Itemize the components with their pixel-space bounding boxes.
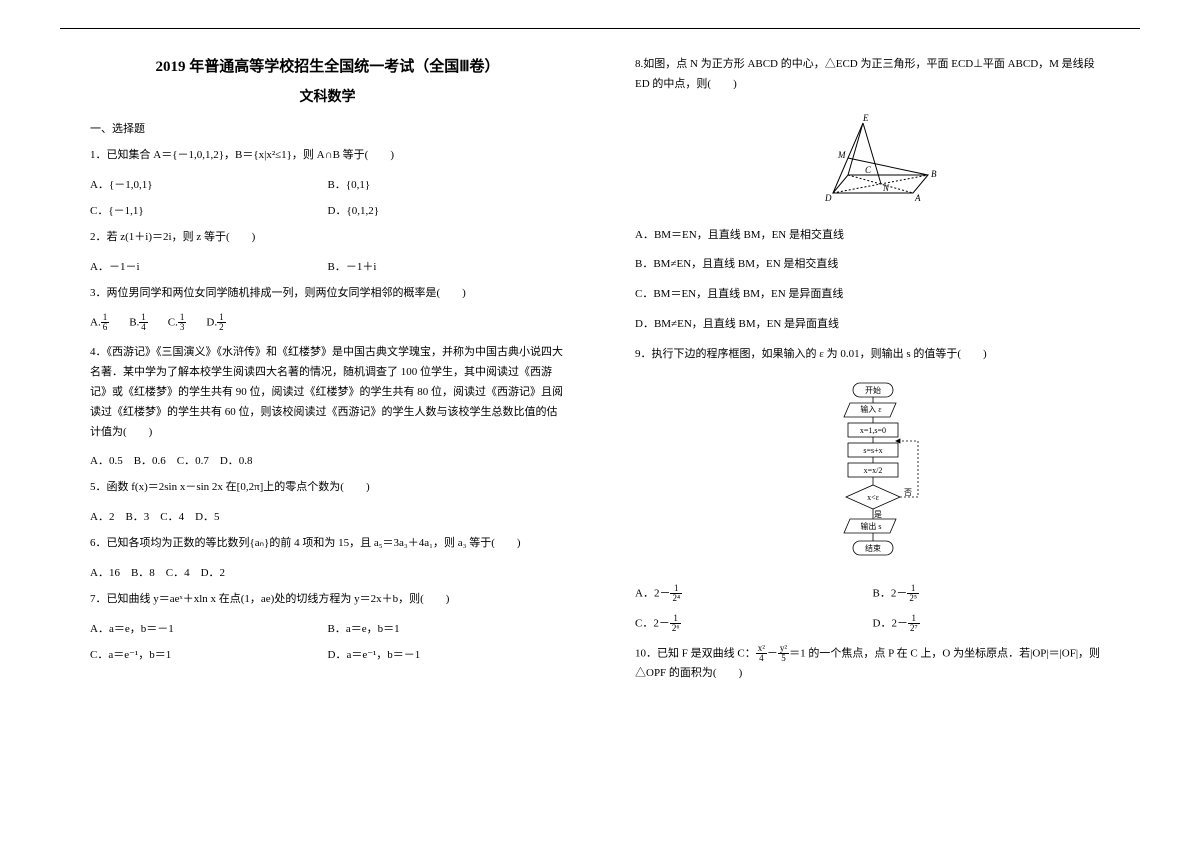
geometry-icon: E M C N B D A: [803, 113, 943, 213]
page-content: 2019 年普通高等学校招生全国统一考试（全国Ⅲ卷） 文科数学 一、选择题 1．…: [90, 55, 1110, 808]
q9-opts-row1: A．2－12⁴ B．2－12⁵: [635, 584, 1110, 604]
q1-opt-a: A．{－1,0,1}: [90, 176, 328, 192]
q1-opt-b: B．{0,1}: [328, 176, 566, 192]
svg-text:开始: 开始: [865, 385, 881, 395]
q2-stem: 2．若 z(1＋i)＝2i，则 z 等于( ): [90, 228, 565, 248]
svg-text:D: D: [824, 193, 832, 203]
q8-opt-c: C．BM＝EN，且直线 BM，EN 是异面直线: [635, 285, 1110, 305]
svg-text:M: M: [837, 150, 846, 160]
q3-opt-a: A.16: [90, 313, 109, 333]
page-top-rule: [60, 28, 1140, 29]
q7-stem: 7．已知曲线 y＝aeˣ＋xln x 在点(1，ae)处的切线方程为 y＝2x＋…: [90, 590, 565, 610]
q9-stem: 9．执行下边的程序框图，如果输入的 ε 为 0.01，则输出 s 的值等于( ): [635, 345, 1110, 365]
q5-stem: 5．函数 f(x)＝2sin x－sin 2x 在[0,2π]上的零点个数为( …: [90, 478, 565, 498]
q2-opt-a: A．－1－i: [90, 258, 328, 274]
q8-opt-a: A．BM＝EN，且直线 BM，EN 是相交直线: [635, 226, 1110, 246]
svg-text:A: A: [914, 193, 921, 203]
q9-opt-c: C．2－12⁶: [635, 614, 873, 634]
q8-stem: 8.如图，点 N 为正方形 ABCD 的中心，△ECD 为正三角形，平面 ECD…: [635, 55, 1110, 95]
svg-text:x=x/2: x=x/2: [863, 466, 882, 475]
q2-opt-b: B．－1＋i: [328, 258, 566, 274]
q8-opt-d: D．BM≠EN，且直线 BM，EN 是异面直线: [635, 315, 1110, 335]
svg-text:输出 s: 输出 s: [860, 521, 881, 531]
q9-opts-row2: C．2－12⁶ D．2－12⁷: [635, 614, 1110, 634]
q7-opts-row2: C．a＝e⁻¹，b＝1 D．a＝e⁻¹，b＝－1: [90, 646, 565, 662]
q6-stem: 6．已知各项均为正数的等比数列{aₙ}的前 4 项和为 15，且 a₅＝3a₃＋…: [90, 534, 565, 554]
exam-title: 2019 年普通高等学校招生全国统一考试（全国Ⅲ卷）: [90, 55, 565, 76]
svg-text:否: 否: [904, 488, 912, 497]
q4-stem: 4．《西游记》《三国演义》《水浒传》和《红楼梦》是中国古典文学瑰宝，并称为中国古…: [90, 343, 565, 442]
q2-opts: A．－1－i B．－1＋i: [90, 258, 565, 274]
q9-opt-b: B．2－12⁵: [873, 584, 1111, 604]
q7-opt-a: A．a＝e，b＝－1: [90, 620, 328, 636]
q3-stem: 3．两位男同学和两位女同学随机排成一列，则两位女同学相邻的概率是( ): [90, 284, 565, 304]
svg-text:C: C: [865, 165, 872, 175]
q3-opt-d: D.12: [206, 313, 225, 333]
q1-opts-row1: A．{－1,0,1} B．{0,1}: [90, 176, 565, 192]
q7-opts-row1: A．a＝e，b＝－1 B．a＝e，b＝1: [90, 620, 565, 636]
flowchart-icon: 开始 输入 ε x=1,s=0 s=s+x x=x/2 x<ε: [808, 381, 938, 571]
q9-flowchart: 开始 输入 ε x=1,s=0 s=s+x x=x/2 x<ε: [635, 381, 1110, 574]
svg-text:输入 ε: 输入 ε: [860, 404, 882, 414]
q4-opts: A．0.5 B．0.6 C．0.7 D．0.8: [90, 452, 565, 468]
svg-text:s=s+x: s=s+x: [863, 446, 882, 455]
q1-opt-c: C．{－1,1}: [90, 202, 328, 218]
svg-text:N: N: [882, 183, 890, 193]
q5-opts: A．2 B．3 C．4 D．5: [90, 508, 565, 524]
svg-text:是: 是: [874, 510, 882, 519]
q3-opt-b: B.14: [129, 313, 148, 333]
q7-opt-d: D．a＝e⁻¹，b＝－1: [328, 646, 566, 662]
svg-text:E: E: [862, 113, 869, 123]
q8-opt-b: B．BM≠EN，且直线 BM，EN 是相交直线: [635, 255, 1110, 275]
svg-text:结束: 结束: [865, 543, 881, 553]
q8-figure: E M C N B D A: [635, 113, 1110, 216]
q7-opt-c: C．a＝e⁻¹，b＝1: [90, 646, 328, 662]
section-heading: 一、选择题: [90, 120, 565, 136]
q1-opts-row2: C．{－1,1} D．{0,1,2}: [90, 202, 565, 218]
q3-opt-c: C.13: [168, 313, 187, 333]
q9-opt-a: A．2－12⁴: [635, 584, 873, 604]
svg-text:x<ε: x<ε: [867, 493, 880, 502]
q1-opt-d: D．{0,1,2}: [328, 202, 566, 218]
svg-text:x=1,s=0: x=1,s=0: [859, 426, 885, 435]
q6-opts: A．16 B．8 C．4 D．2: [90, 564, 565, 580]
q3-opts: A.16 B.14 C.13 D.12: [90, 313, 565, 333]
q10-stem: 10．已知 F 是双曲线 C：x²4－y²5＝1 的一个焦点，点 P 在 C 上…: [635, 644, 1110, 684]
q9-opt-d: D．2－12⁷: [873, 614, 1111, 634]
q1-stem: 1．已知集合 A＝{－1,0,1,2}，B＝{x|x²≤1}，则 A∩B 等于(…: [90, 146, 565, 166]
q7-opt-b: B．a＝e，b＝1: [328, 620, 566, 636]
column-left: 2019 年普通高等学校招生全国统一考试（全国Ⅲ卷） 文科数学 一、选择题 1．…: [90, 55, 565, 808]
column-right: 8.如图，点 N 为正方形 ABCD 的中心，△ECD 为正三角形，平面 ECD…: [635, 55, 1110, 808]
svg-text:B: B: [931, 169, 937, 179]
exam-subject: 文科数学: [90, 86, 565, 106]
